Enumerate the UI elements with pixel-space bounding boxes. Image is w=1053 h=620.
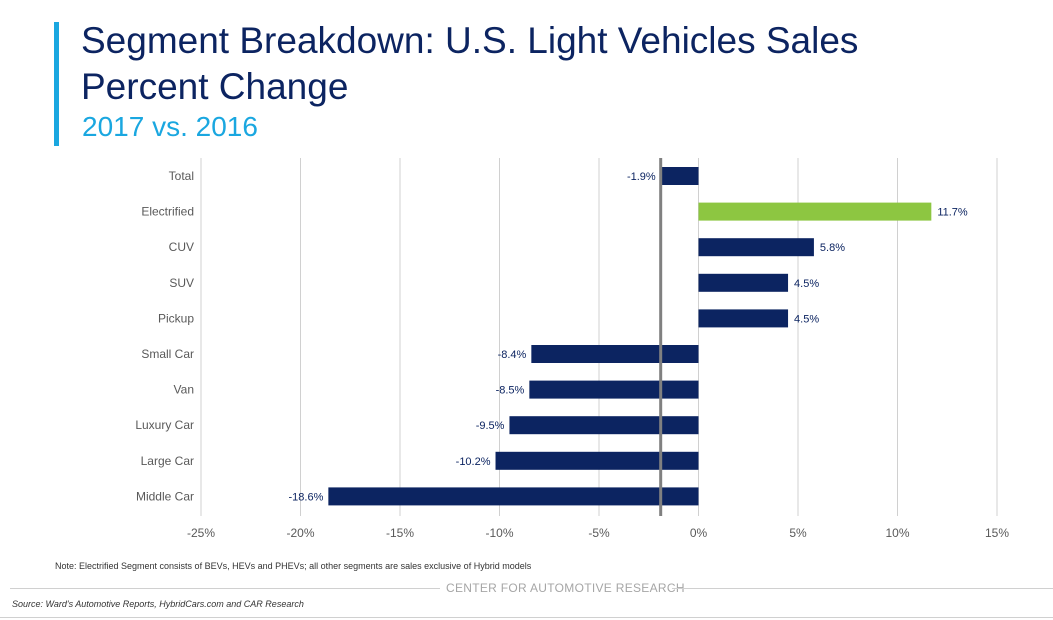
category-label: Electrified [141, 205, 194, 219]
x-tick-label: -10% [485, 526, 513, 540]
bar-cuv [698, 238, 814, 257]
title-accent-bar [54, 22, 59, 146]
category-label: SUV [169, 276, 194, 290]
category-label: Van [174, 383, 194, 397]
bar-electrified [698, 202, 932, 221]
category-label: Total [169, 169, 194, 183]
source-note: Source: Ward's Automotive Reports, Hybri… [12, 599, 304, 609]
footer-organization: CENTER FOR AUTOMOTIVE RESEARCH [446, 581, 685, 595]
bars [328, 167, 932, 506]
value-label: 11.7% [937, 207, 968, 219]
bar-luxury-car [509, 416, 699, 435]
chart-subtitle: 2017 vs. 2016 [82, 111, 258, 142]
category-label: Pickup [158, 311, 194, 325]
labels: -25% -20% -15% -10% -5% 0% 5% 10% 15% Total -1.9% E… [135, 169, 1009, 540]
value-label: -9.5% [476, 420, 505, 432]
value-label: -8.5% [496, 385, 525, 397]
x-tick-label: -5% [588, 526, 610, 540]
value-label: 4.5% [794, 313, 819, 325]
footer-divider-left [10, 588, 440, 589]
chart-title: Segment Breakdown: U.S. Light Vehicles S… [81, 20, 859, 107]
bar-middle-car [328, 487, 699, 506]
x-tick-label: 10% [885, 526, 909, 540]
x-tick-label: 5% [789, 526, 807, 540]
category-label: Middle Car [136, 489, 194, 503]
value-label: -8.4% [498, 349, 527, 361]
category-label: Luxury Car [135, 418, 194, 432]
bar-van [529, 380, 699, 399]
bar-chart: -25% -20% -15% -10% -5% 0% 5% 10% 15% Total -1.9% E… [135, 158, 1009, 540]
bar-suv [698, 273, 789, 292]
value-label: -18.6% [289, 491, 324, 503]
bar-small-car [531, 345, 699, 363]
value-label: -1.9% [627, 171, 656, 183]
bar-pickup [698, 309, 789, 328]
footer-divider-right [672, 588, 1053, 589]
x-tick-label: 15% [985, 526, 1009, 540]
bar-total [660, 167, 699, 185]
value-label: -10.2% [456, 456, 491, 468]
category-label: CUV [169, 240, 194, 254]
x-tick-label: 0% [690, 526, 708, 540]
x-tick-label: -15% [386, 526, 414, 540]
x-tick-label: -25% [187, 526, 215, 540]
chart-note: Note: Electrified Segment consists of BE… [55, 561, 532, 571]
bar-large-car [495, 451, 699, 470]
value-label: 5.8% [820, 242, 845, 254]
bottom-border [0, 617, 1053, 618]
category-label: Large Car [141, 454, 194, 468]
category-label: Small Car [141, 347, 194, 361]
value-label: 4.5% [794, 278, 819, 290]
x-tick-label: -20% [286, 526, 314, 540]
